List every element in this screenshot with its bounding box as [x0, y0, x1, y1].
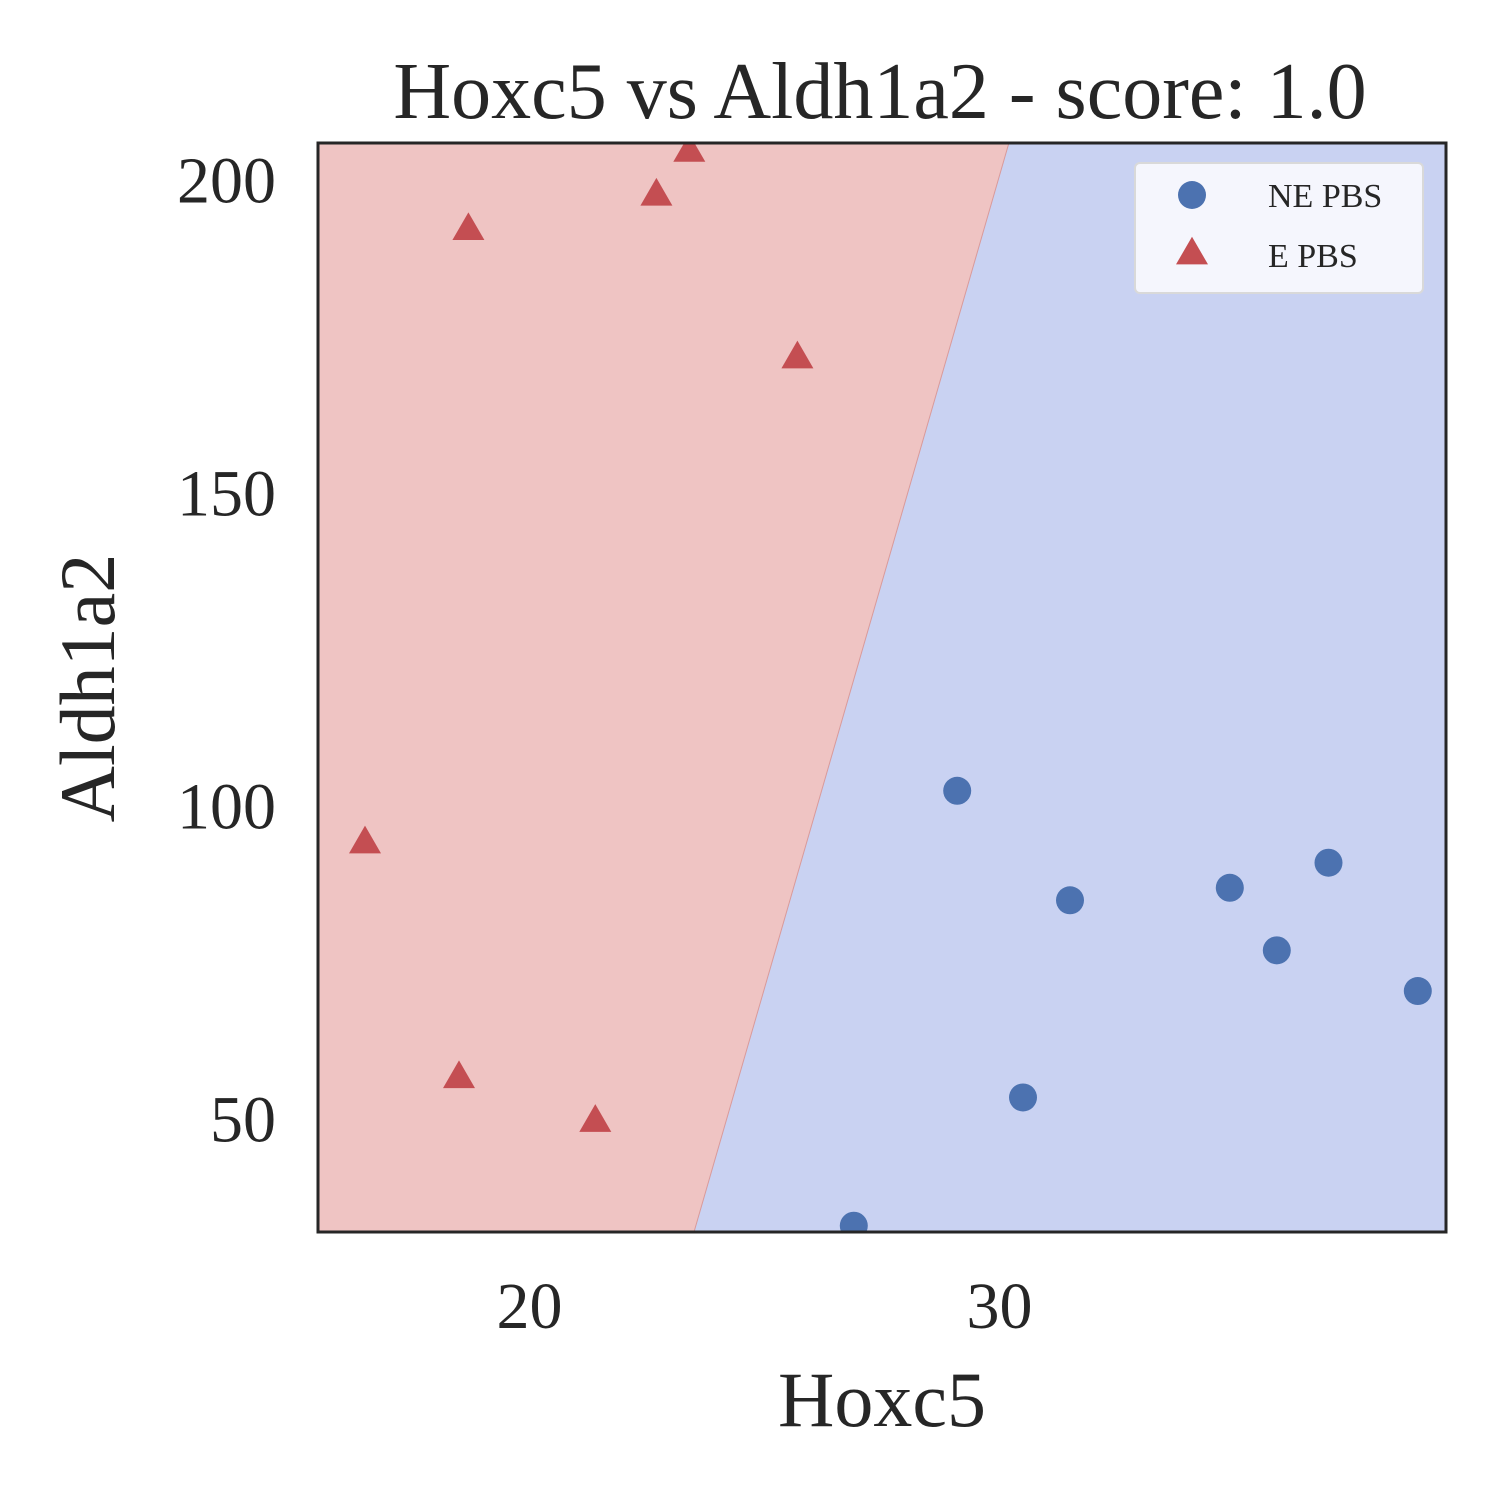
x-axis-label: Hoxc5: [778, 1356, 986, 1443]
x-axis-ticks: 20 30: [497, 1270, 1033, 1343]
point-e-pbs-0: [673, 143, 706, 162]
decision-boundary: [693, 143, 1010, 1232]
y-axis-ticks: 50 100 150 200: [177, 145, 276, 1157]
chart-title: Hoxc5 vs Aldh1a2 - score: 1.0: [393, 48, 1366, 136]
data-points: [349, 143, 1432, 1232]
point-ne-pbs-2: [1215, 873, 1244, 902]
point-e-pbs-6: [579, 1104, 612, 1132]
point-ne-pbs-5: [1403, 977, 1432, 1006]
point-e-pbs-2: [452, 212, 485, 241]
x-tick-label-30: 30: [967, 1270, 1033, 1343]
y-tick-label-50: 50: [210, 1083, 276, 1156]
point-e-pbs-5: [443, 1060, 475, 1089]
point-e-pbs-3: [781, 340, 814, 369]
x-tick-label-20: 20: [497, 1270, 563, 1343]
region-e-pbs: [318, 143, 1009, 1232]
legend-label-ne-pbs: NE PBS: [1268, 178, 1382, 215]
region-ne-pbs: [694, 143, 1446, 1232]
point-e-pbs-1: [640, 177, 673, 206]
point-ne-pbs-0: [943, 776, 972, 805]
legend-label-e-pbs: E PBS: [1268, 238, 1358, 275]
y-tick-label-100: 100: [177, 770, 276, 843]
legend: NE PBS E PBS: [1134, 162, 1424, 294]
y-tick-label-200: 200: [177, 145, 276, 218]
point-ne-pbs-1: [1056, 886, 1084, 915]
legend-box: [1134, 162, 1424, 294]
point-ne-pbs-7: [839, 1211, 868, 1232]
point-ne-pbs-4: [1262, 936, 1291, 965]
y-axis-label: Aldh1a2: [44, 554, 131, 823]
point-ne-pbs-3: [1314, 848, 1343, 877]
plot-frame: [316, 141, 1448, 1234]
point-ne-pbs-6: [1009, 1083, 1037, 1112]
point-e-pbs-4: [349, 825, 381, 854]
legend-marker-ne-pbs: [1178, 181, 1206, 209]
legend-marker-e-pbs: [1176, 236, 1208, 265]
y-tick-label-150: 150: [177, 457, 276, 530]
